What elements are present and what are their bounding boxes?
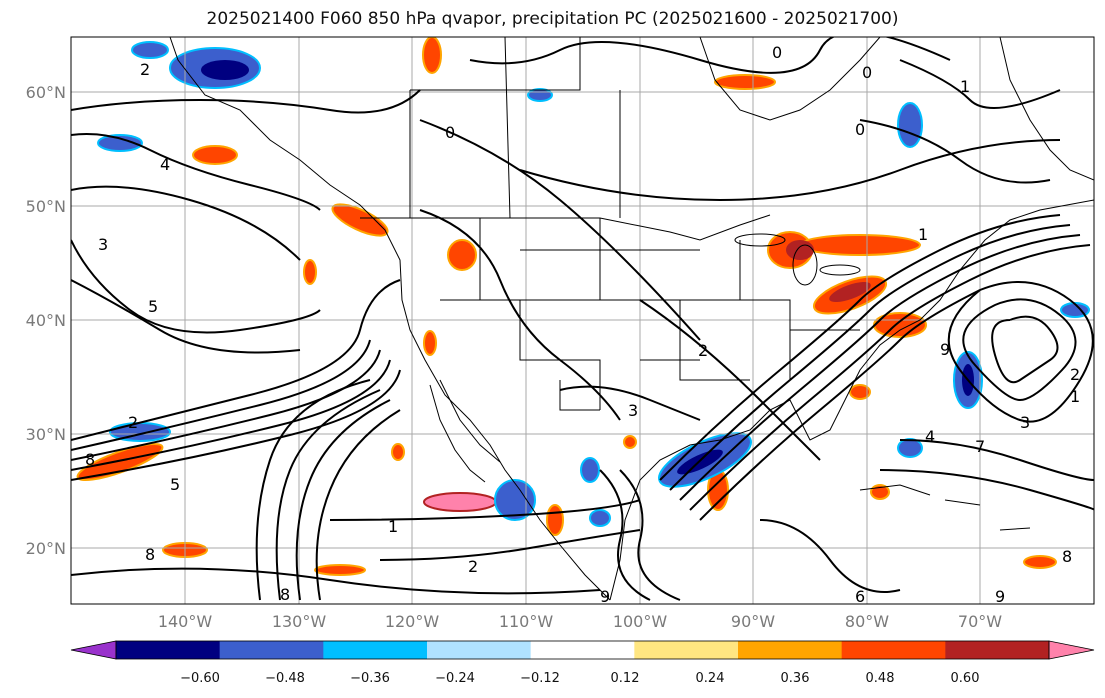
colorbar-tick-label: −0.12 (520, 671, 560, 686)
lon-label: 140°W (158, 612, 213, 631)
colorbar-ticks: −0.60 −0.48 −0.36 −0.24 −0.12 0.12 0.24 … (180, 671, 979, 686)
contour-label: 0 (445, 123, 455, 142)
qvapor-contours (71, 37, 1094, 601)
lon-label: 130°W (272, 612, 327, 631)
colorbar-tick-label: −0.24 (435, 671, 475, 686)
colorbar-segment (841, 641, 946, 659)
longitude-labels: 140°W 130°W 120°W 110°W 100°W 90°W 80°W … (158, 612, 1002, 631)
colorbar-segment (116, 641, 221, 659)
contour-label: 1 (960, 77, 970, 96)
contour-label: 8 (1062, 547, 1072, 566)
colorbar-tick-label: 0.36 (781, 671, 810, 686)
map-layers: 2 4 3 2 8 8 1 2 8 0 0 0 0 1 1 2 3 2 1 3 … (71, 37, 1094, 606)
contour-label: 2 (128, 413, 138, 432)
colorbar-segment (427, 641, 532, 659)
graticule (71, 37, 1094, 604)
contour-label: 5 (148, 297, 158, 316)
colorbar-segment (219, 641, 324, 659)
contour-label: 8 (85, 450, 95, 469)
colorbar-extend-high (1048, 640, 1095, 660)
contour-label: 4 (160, 155, 170, 174)
contour-label: 7 (975, 437, 985, 456)
colorbar-tick-label: 0.60 (951, 671, 980, 686)
lat-label: 40°N (26, 311, 66, 330)
colorbar-tick-label: 0.12 (611, 671, 640, 686)
boundaries (169, 37, 1094, 601)
lat-label: 20°N (26, 539, 66, 558)
contour-label: 2 (468, 557, 478, 576)
lon-label: 120°W (385, 612, 440, 631)
contour-label: 8 (280, 585, 290, 604)
colorbar-segment (945, 641, 1050, 659)
colorbar-segment (530, 641, 635, 659)
contour-label: 3 (98, 235, 108, 254)
lat-label: 60°N (26, 83, 66, 102)
contour-label: 1 (918, 225, 928, 244)
lat-label: 50°N (26, 197, 66, 216)
colorbar-segment (634, 641, 739, 659)
colorbar (70, 640, 1095, 660)
latitude-labels: 60°N 50°N 40°N 30°N 20°N (26, 83, 66, 558)
colorbar-segment (738, 641, 843, 659)
precip-shading (76, 37, 1090, 576)
contour-label: 8 (145, 545, 155, 564)
contour-label: 4 (925, 427, 935, 446)
contour-label: 1 (388, 517, 398, 536)
contour-label: 9 (995, 587, 1005, 606)
colorbar-border (115, 640, 1050, 660)
contour-label: 9 (600, 587, 610, 606)
lat-label: 30°N (26, 425, 66, 444)
lon-label: 90°W (731, 612, 775, 631)
lon-label: 80°W (845, 612, 889, 631)
contour-label: 3 (1020, 413, 1030, 432)
contour-label: 9 (940, 340, 950, 359)
contour-label: 2 (140, 60, 150, 79)
contour-label: 2 (1070, 365, 1080, 384)
chart-title: 2025021400 F060 850 hPa qvapor, precipit… (206, 9, 899, 29)
contour-label: 0 (772, 43, 782, 62)
lon-label: 110°W (499, 612, 554, 631)
contour-label: 3 (628, 401, 638, 420)
colorbar-extend-low (70, 640, 117, 660)
colorbar-tick-label: −0.60 (180, 671, 220, 686)
colorbar-tick-label: −0.36 (350, 671, 390, 686)
lon-label: 100°W (613, 612, 668, 631)
contour-label: 1 (1070, 387, 1080, 406)
contour-label: 0 (855, 120, 865, 139)
contour-label: 0 (862, 63, 872, 82)
colorbar-segment (323, 641, 428, 659)
lon-label: 70°W (958, 612, 1002, 631)
colorbar-tick-label: 0.24 (696, 671, 725, 686)
colorbar-tick-label: −0.48 (265, 671, 305, 686)
map-frame (70, 36, 1095, 605)
contour-labels: 2 4 3 2 8 8 1 2 8 0 0 0 0 1 1 2 3 2 1 3 … (85, 43, 1080, 606)
contour-label: 6 (855, 587, 865, 606)
contour-label: 2 (698, 341, 708, 360)
colorbar-tick-label: 0.48 (866, 671, 895, 686)
contour-label: 5 (170, 475, 180, 494)
